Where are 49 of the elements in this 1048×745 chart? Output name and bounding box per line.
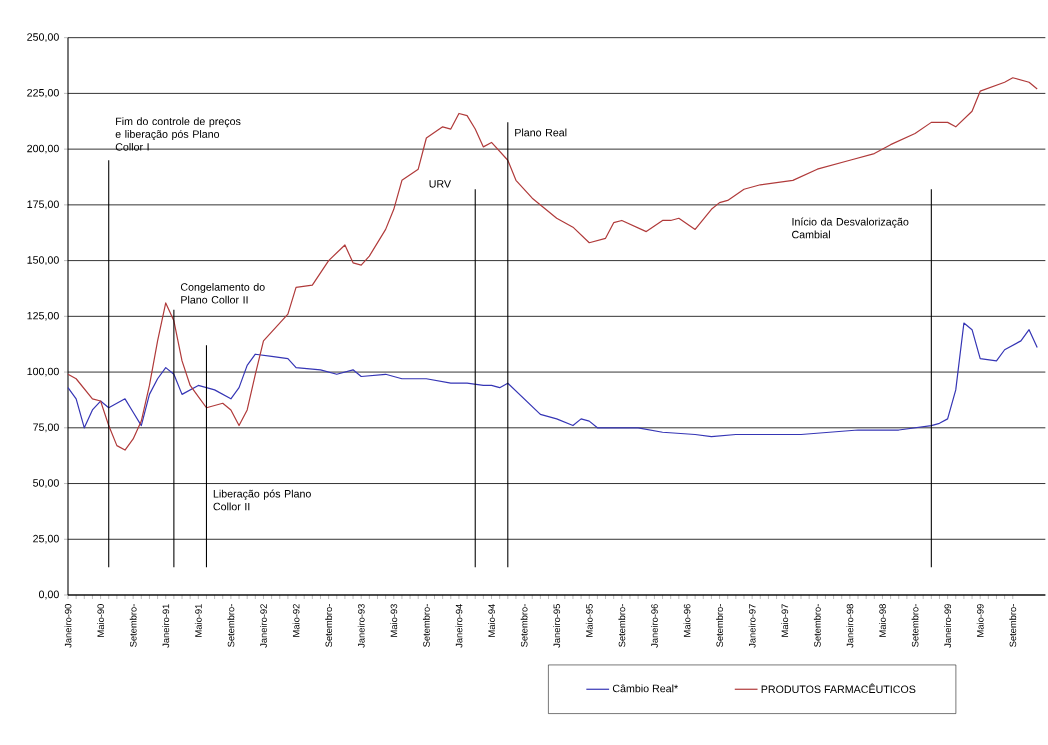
x-tick-label: Setembro- bbox=[520, 604, 528, 647]
ref-line-label: Fim do controle de preços e liberação pós Plano Collor I bbox=[115, 117, 241, 151]
y-tick-label: 250,00 bbox=[27, 33, 59, 43]
x-tick-label: Janeiro-97 bbox=[748, 604, 756, 648]
y-tick-label: 50,00 bbox=[33, 479, 59, 488]
x-tick-label: Setembro- bbox=[716, 604, 723, 647]
x-tick-label: Setembro- bbox=[618, 604, 626, 647]
x-tick-label: Maio-94 bbox=[488, 603, 495, 637]
x-tick-label: Maio-93 bbox=[390, 604, 398, 637]
x-tick-label: Janeiro-96 bbox=[650, 604, 658, 648]
y-tick-label: 0,00 bbox=[38, 590, 59, 600]
y-tick-label: 175,00 bbox=[27, 200, 59, 210]
y-tick-label: 25,00 bbox=[33, 534, 59, 544]
x-tick-label: Janeiro-94 bbox=[455, 604, 463, 648]
x-tick-label: Setembro- bbox=[1009, 604, 1017, 647]
x-tick-label: Setembro- bbox=[325, 604, 333, 647]
y-tick-label: 75,00 bbox=[33, 423, 59, 433]
ref-line-label: Plano Real bbox=[515, 128, 567, 137]
x-tick-label: Maio-99 bbox=[976, 604, 984, 637]
x-tick-label: Janeiro-91 bbox=[162, 604, 170, 648]
x-tick-label: Maio-92 bbox=[292, 604, 300, 637]
x-tick-label: Maio-91 bbox=[194, 604, 202, 637]
x-tick-label: Setembro- bbox=[911, 604, 919, 647]
ref-line-label: Liberação pós Plano Collor II bbox=[213, 489, 311, 511]
x-tick-label: Maio-90 bbox=[97, 604, 104, 637]
y-tick-label: 100,00 bbox=[27, 367, 59, 377]
ref-line-label: URV bbox=[429, 180, 452, 188]
x-tick-label: Setembro- bbox=[813, 604, 821, 647]
x-tick-label: Janeiro-92 bbox=[260, 604, 267, 648]
x-tick-label: Setembro- bbox=[129, 604, 137, 647]
ref-line-label: Início da Desvalorização Cambial bbox=[792, 217, 909, 239]
y-tick-label: 200,00 bbox=[27, 144, 59, 154]
y-tick-label: 225,00 bbox=[27, 88, 59, 98]
x-tick-label: Janeiro-93 bbox=[357, 604, 365, 648]
x-tick-label: Janeiro-95 bbox=[553, 604, 561, 648]
x-tick-label: Maio-95 bbox=[585, 604, 593, 637]
legend-label: PRODUTOS FARMACÊUTICOS bbox=[761, 683, 916, 694]
y-tick-label: 150,00 bbox=[27, 256, 59, 265]
x-tick-label: Setembro- bbox=[422, 604, 430, 647]
x-tick-label: Janeiro-98 bbox=[846, 604, 854, 648]
legend-label: Câmbio Real* bbox=[612, 684, 678, 693]
y-tick-label: 125,00 bbox=[27, 311, 59, 321]
ref-line-label: Congelamento do Plano Collor II bbox=[180, 282, 265, 304]
x-tick-label: Janeiro-99 bbox=[944, 604, 952, 648]
x-tick-label: Maio-96 bbox=[683, 604, 691, 637]
x-tick-label: Setembro- bbox=[227, 604, 235, 647]
x-tick-label: Maio-97 bbox=[781, 604, 789, 637]
x-tick-label: Janeiro-90 bbox=[64, 604, 72, 648]
x-tick-label: Maio-98 bbox=[879, 604, 886, 637]
